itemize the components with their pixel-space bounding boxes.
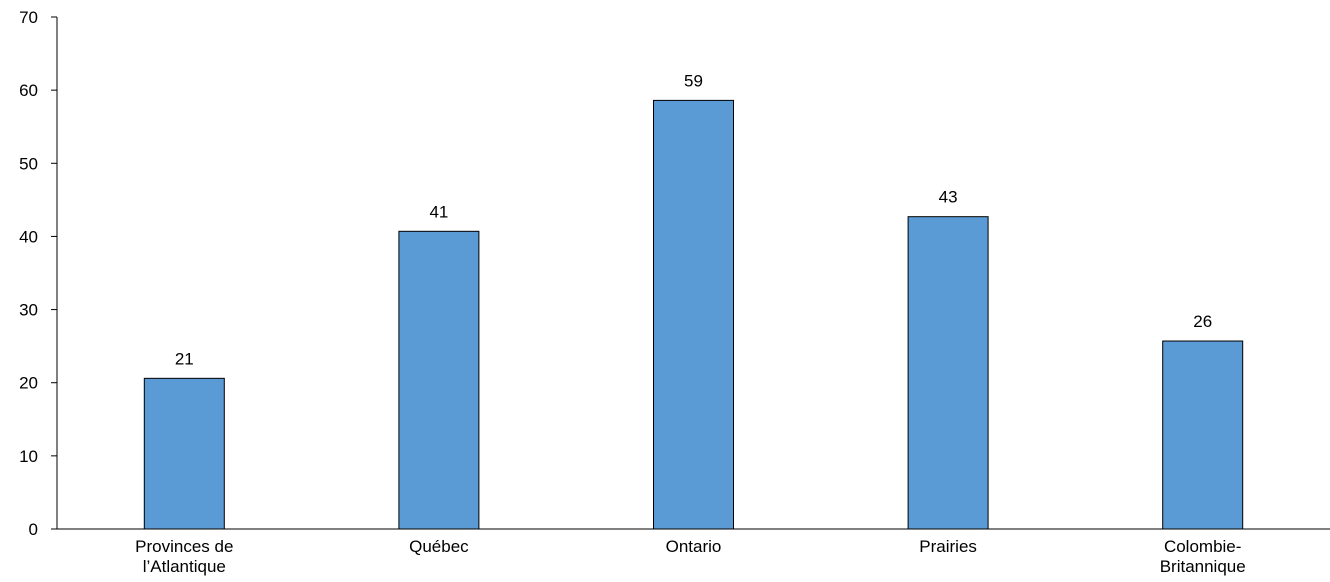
y-tick-label: 70 [19, 8, 38, 27]
y-tick-label: 10 [19, 447, 38, 466]
y-tick-label: 30 [19, 301, 38, 320]
data-label: 21 [175, 349, 194, 368]
x-tick-label-line: Ontario [666, 537, 722, 556]
y-tick-label: 0 [29, 520, 38, 539]
bars [143, 99, 1244, 530]
y-axis-ticks: 0 10 20 30 40 50 60 70 [19, 8, 57, 539]
x-tick-label-line: Colombie- [1164, 537, 1241, 556]
data-label: 41 [429, 202, 448, 221]
data-label: 43 [939, 188, 958, 207]
bar [398, 230, 480, 530]
x-tick-label: Prairies [919, 537, 977, 556]
x-tick-label: Colombie-Britannique [1160, 537, 1246, 576]
bar [143, 377, 225, 530]
x-tick-label-line: Provinces de [135, 537, 233, 556]
data-label: 26 [1193, 312, 1212, 331]
axes [51, 17, 1330, 530]
data-label: 59 [684, 71, 703, 90]
bar [653, 99, 734, 530]
x-tick-label-line: Prairies [919, 537, 977, 556]
category-labels: Provinces de l’Atlantique Québec Ontario Pra… [135, 537, 1246, 576]
y-tick-label: 20 [19, 374, 38, 393]
y-tick-label: 60 [19, 81, 38, 100]
x-tick-label: Québec [409, 537, 469, 556]
y-tick-label: 40 [19, 227, 38, 246]
bar [907, 216, 989, 530]
x-tick-label: Ontario [666, 537, 722, 556]
x-tick-label-line: Québec [409, 537, 469, 556]
bar [1162, 340, 1244, 530]
value-labels: 21 41 59 43 26 [175, 71, 1212, 368]
x-tick-label-line: l’Atlantique [143, 557, 226, 576]
x-tick-label: Provinces de l’Atlantique [135, 537, 233, 576]
y-tick-label: 50 [19, 154, 38, 173]
x-tick-label-line: Britannique [1160, 557, 1246, 576]
